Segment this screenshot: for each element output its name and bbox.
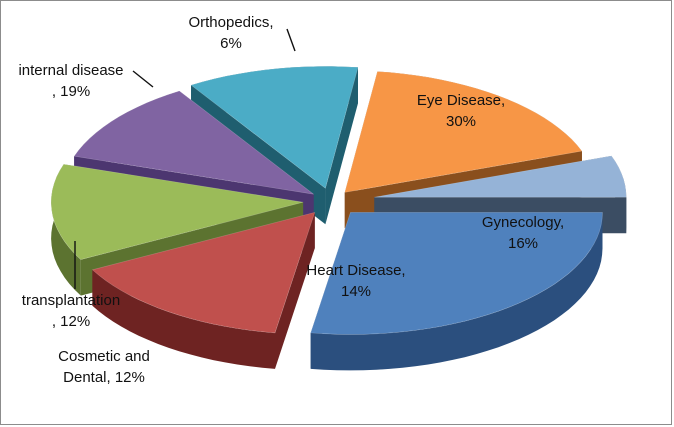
data-label-eye-disease: Eye Disease, 30%	[417, 92, 505, 130]
leader-line-5	[132, 70, 154, 88]
pie-slice-internal-disease	[344, 71, 583, 193]
data-label-heart-disease: Heart Disease, 14%	[306, 262, 405, 300]
leader-lines	[74, 28, 296, 289]
pie-slice-eye-disease	[310, 212, 603, 335]
data-label-orthopedics: Orthopedics, 6%	[188, 14, 273, 52]
pie-slice-gynecology	[91, 211, 316, 334]
data-label-gynecology: Gynecology, 16%	[482, 214, 564, 252]
data-label-internal-disease: internal disease, 19%	[18, 62, 123, 100]
slice-side-1	[92, 269, 276, 369]
pie-tops	[50, 65, 627, 335]
data-label-transplantation: transplantation, 12%	[22, 292, 120, 330]
slice-cut-1-0	[275, 212, 315, 369]
leader-line-6	[286, 28, 296, 52]
pie-slice-transplantation	[190, 65, 359, 189]
pie-slice-cosmetic-and-dental	[73, 90, 314, 195]
data-label-cosmetic-and-dental: Cosmetic and Dental, 12%	[58, 348, 150, 386]
slice-cut-4-1	[325, 67, 358, 225]
slice-side-0	[310, 212, 603, 371]
pie-slice-heart-disease	[50, 163, 304, 260]
pie-slice-orthopedics	[374, 155, 627, 198]
data-labels: Eye Disease, 30% Gynecology, 16% Heart Disea…	[18, 14, 564, 386]
